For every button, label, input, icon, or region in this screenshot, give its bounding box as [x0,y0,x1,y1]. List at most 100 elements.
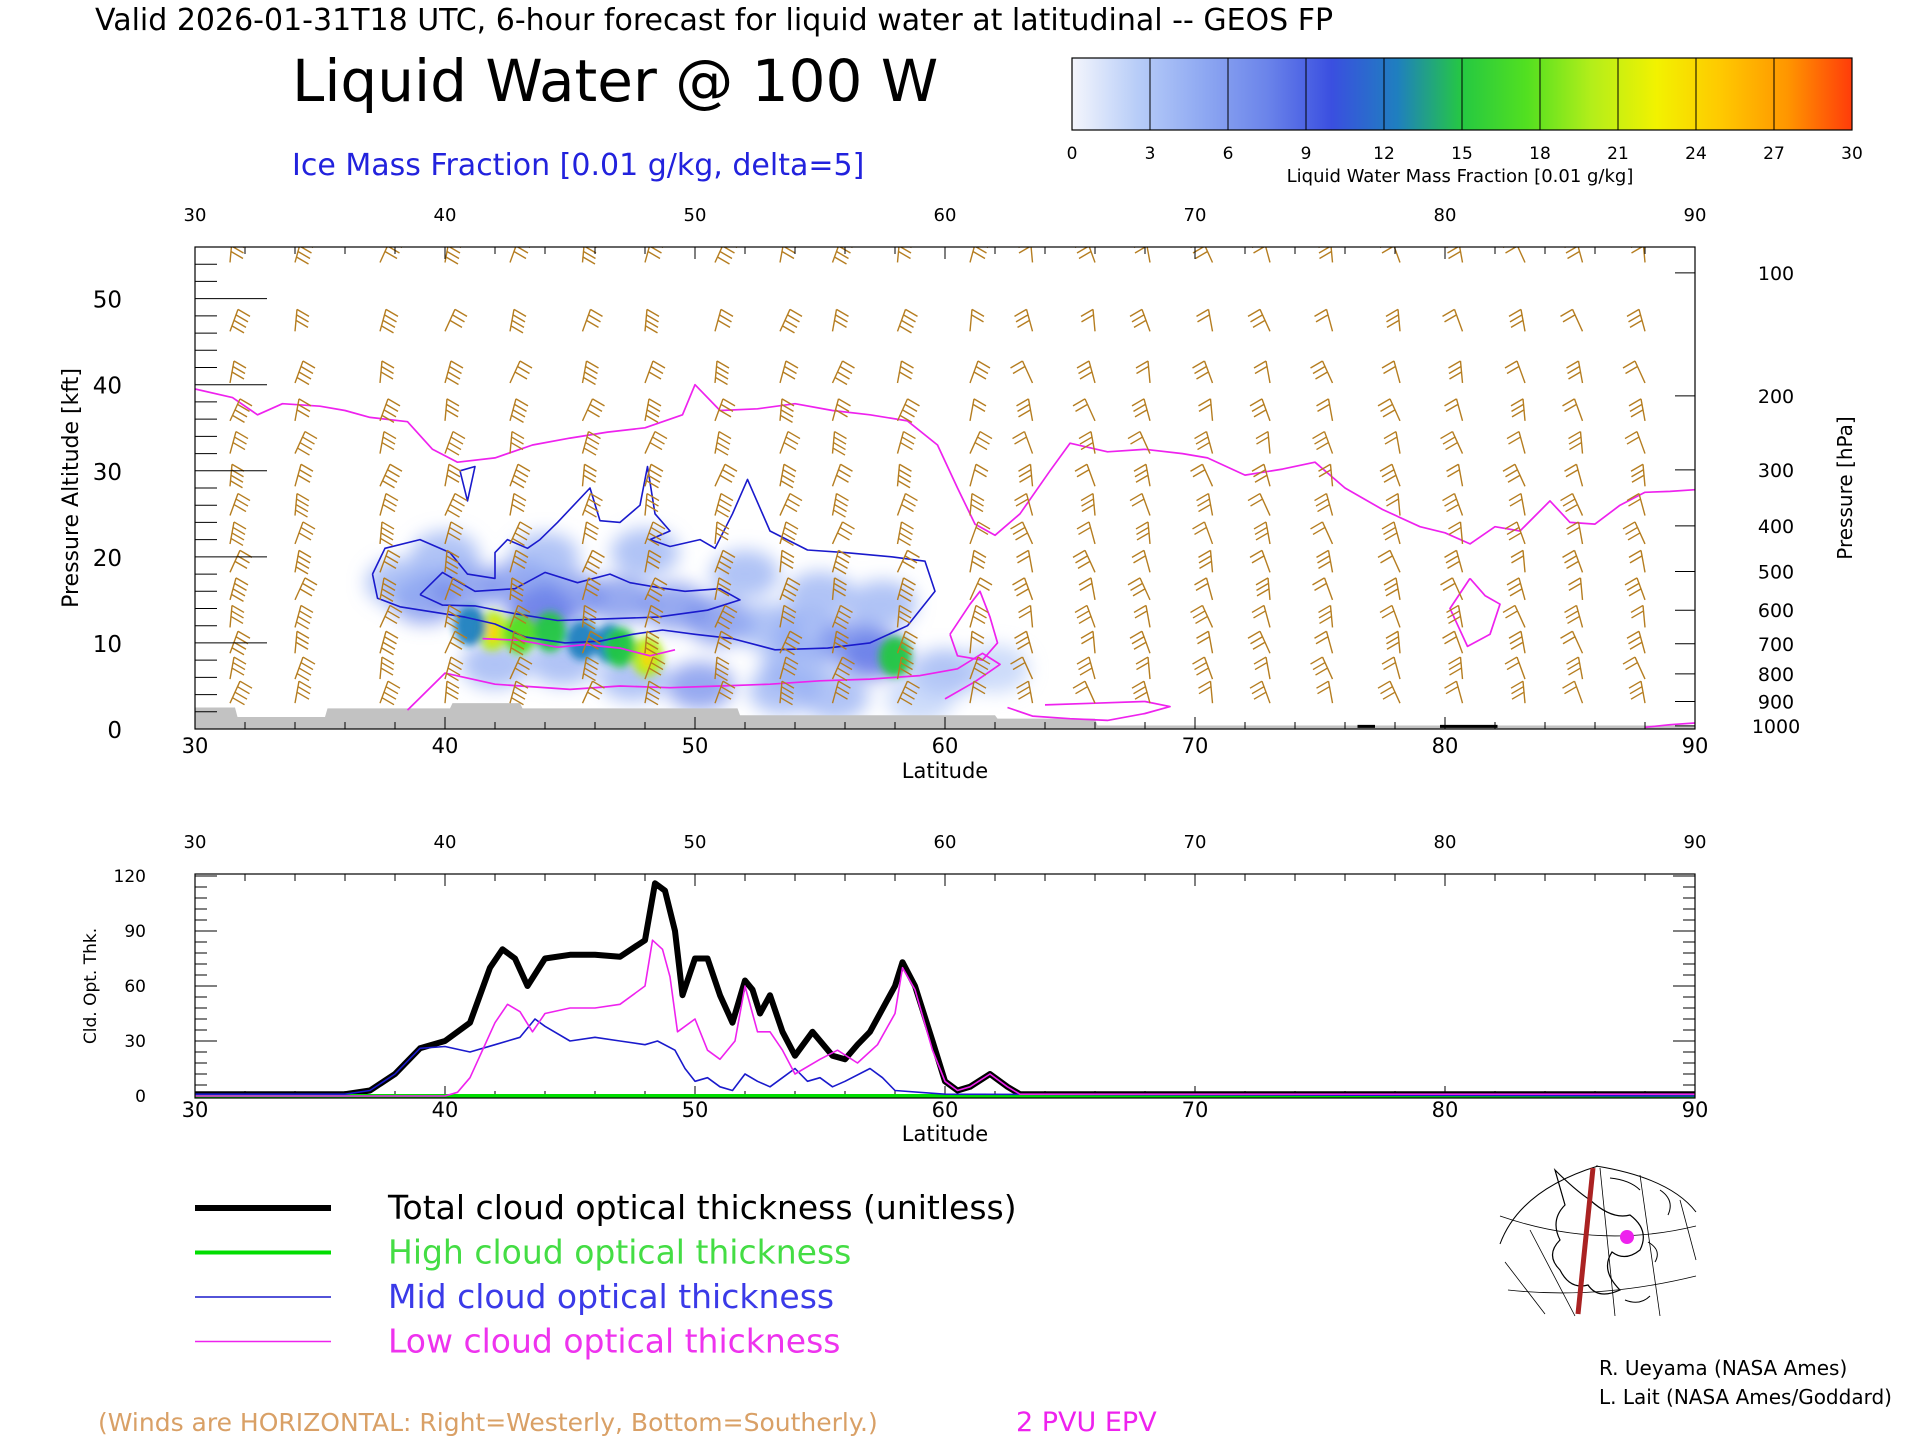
liquid-water-cell [604,627,636,668]
liquid-water-cell [786,571,854,620]
wind-barb [969,680,987,704]
cross-section-ticks: 3030404050506060707080809090010203040501… [93,205,1800,758]
wind-barb [1312,430,1334,454]
wind-barb [294,680,312,704]
legend-item-low: Low cloud optical thickness [195,1322,840,1361]
legend-item-high: High cloud optical thickness [195,1233,851,1272]
top-ytick-label: 0 [107,718,122,744]
wind-barb [896,308,918,334]
wind-barb [1018,463,1034,487]
wind-barb [1442,492,1464,516]
wind-barb [1249,398,1271,422]
wind-barb [896,398,920,423]
wind-barb [229,656,247,680]
series-low-line [195,939,1695,1097]
wind-barb [1626,630,1646,654]
liquid-water-cell [461,640,529,689]
wind-barb [1508,630,1526,654]
wind-barb [1249,680,1271,704]
wind-barb [644,680,662,706]
wind-barb [581,577,601,601]
wind-barb [831,656,855,682]
wind-barb [644,430,668,454]
wind-barb [1385,308,1401,332]
wind-barb [1080,630,1096,654]
top-ytick-label: 30 [93,460,122,486]
wind-barb [1014,308,1034,332]
wind-barb [379,656,395,680]
wind-barb [1196,630,1214,654]
wind-barb [379,430,397,454]
wind-barb [509,360,533,384]
wind-barb [509,656,533,680]
credit-1: R. Ueyama (NASA Ames) [1599,1356,1847,1380]
top-ytick-label: 50 [93,288,122,314]
wind-barb [509,630,527,656]
wind-barb [1510,680,1526,704]
wind-barb [831,549,851,575]
wind-barb [379,398,401,423]
wind-barb [581,680,605,704]
wind-barb [509,549,529,573]
wind-barb [969,549,987,573]
wind-barb [969,630,985,654]
wind-barb [969,308,985,332]
wind-barb [1198,680,1214,704]
wind-barb [294,430,318,456]
wind-barb [1624,577,1646,601]
wind-barb [1072,398,1096,422]
epv-note: 2 PVU EPV [1016,1407,1157,1438]
wind-barb [444,521,464,545]
colorbar-tick-label: 21 [1607,144,1629,164]
wind-barb [581,308,603,332]
wind-barb [581,430,601,456]
wind-barb [831,604,853,630]
wind-barb [1508,492,1526,516]
wind-barb [1510,549,1526,573]
wind-barb [1510,398,1526,421]
pressure-tick-label: 1000 [1752,716,1800,738]
wind-barb [779,360,799,384]
bottom-xtick-upper: 60 [934,832,957,853]
wind-barb [581,492,603,518]
liquid-water-cell [511,532,579,581]
top-xtick-label: 30 [182,734,209,758]
top-ytick-label: 20 [93,546,122,572]
wind-barb [1135,656,1151,680]
wind-barb [1628,549,1646,573]
wind-barb [1247,308,1271,332]
wind-barb [1016,398,1034,421]
wind-barb [509,308,527,334]
top-ytick-label: 10 [93,632,122,658]
colorbar-tick-label: 12 [1373,144,1395,164]
wind-barb [1127,577,1151,601]
wind-barb [1314,630,1334,654]
wind-barb [1508,308,1526,332]
credit-2: L. Lait (NASA Ames/Goddard) [1599,1385,1892,1409]
wind-barb [1196,308,1214,332]
wind-barb [1622,656,1646,680]
wind-barb [1568,577,1584,600]
wind-barb [1076,656,1096,680]
colorbar-tick-label: 18 [1529,144,1551,164]
wind-barb [1129,630,1151,654]
wind-barb [714,463,738,487]
wind-barb [779,492,803,516]
wind-barb [444,577,466,601]
wind-barb [969,360,991,384]
epv-contour-line [1644,722,1695,729]
wind-barb [1318,604,1334,628]
bottom-xtick-upper: 80 [1434,832,1457,853]
top-xtick-upper: 70 [1184,205,1207,226]
wind-barb [831,630,849,654]
wind-barb [1010,521,1034,545]
wind-barb [896,549,920,573]
wind-barb [779,549,795,573]
epv-contour-line [406,652,1001,711]
colorbar-label: Liquid Water Mass Fraction [0.01 g/kg] [1287,166,1634,187]
wind-barb [1010,656,1034,680]
wind-barb [1074,463,1096,487]
wind-barb [509,463,531,489]
wind-barb [1010,360,1034,384]
top-xtick-upper: 50 [684,205,707,226]
